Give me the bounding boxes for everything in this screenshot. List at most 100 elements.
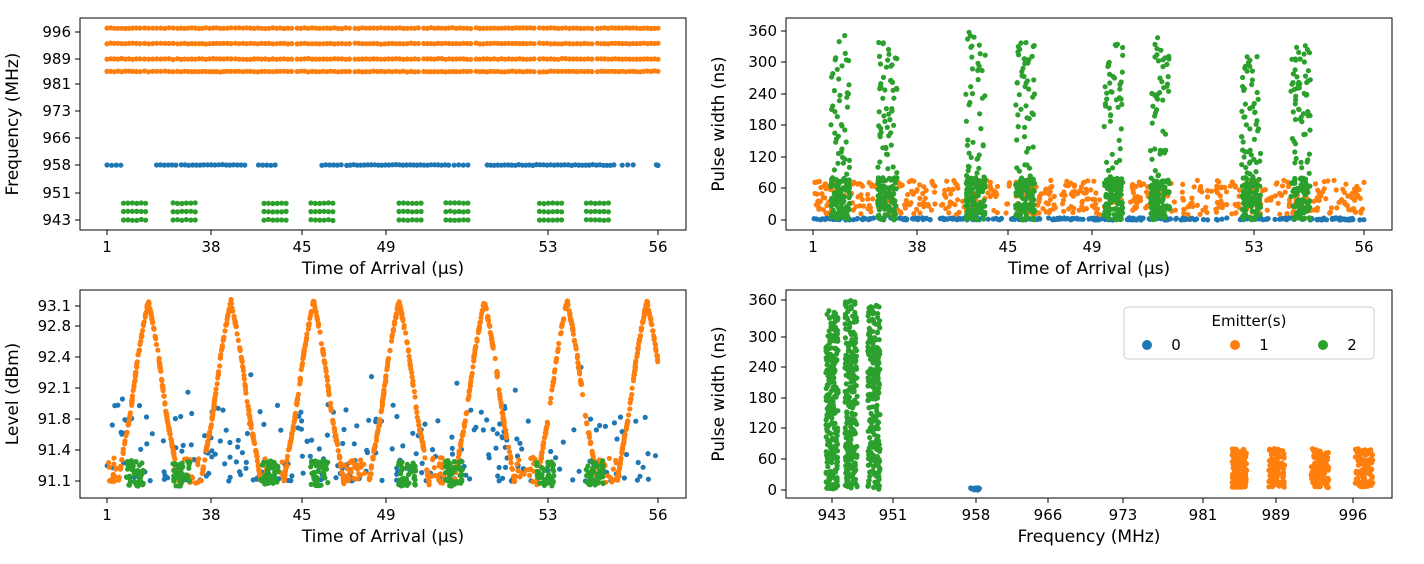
scatter-point: [967, 99, 973, 106]
scatter-point: [1247, 63, 1253, 69]
scatter-point: [592, 200, 598, 206]
scatter-point: [307, 315, 313, 321]
scatter-point: [1163, 147, 1169, 153]
scatter-point: [226, 309, 232, 315]
scatter-point: [835, 150, 842, 157]
scatter-point: [1288, 193, 1294, 200]
scatter-point: [554, 208, 560, 215]
scatter-point: [367, 25, 373, 31]
scatter-point: [179, 208, 185, 214]
scatter-point: [1286, 215, 1292, 221]
scatter-point: [460, 209, 467, 215]
x-axis-label: Frequency (MHz): [1018, 527, 1161, 547]
scatter-point: [963, 91, 969, 97]
scatter-point: [965, 137, 971, 143]
scatter-point: [481, 302, 487, 308]
scatter-point: [652, 453, 659, 459]
scatter-point: [274, 41, 280, 47]
scatter-point: [129, 217, 135, 223]
scatter-point: [1108, 188, 1114, 194]
scatter-point: [556, 340, 562, 347]
scatter-point: [880, 95, 886, 101]
scatter-point: [645, 451, 651, 457]
scatter-point: [880, 196, 886, 203]
y-tick-label: 93.1: [38, 297, 71, 315]
scatter-point: [467, 387, 473, 393]
scatter-point: [285, 41, 291, 47]
scatter-point: [1071, 205, 1077, 211]
scatter-point: [109, 422, 115, 428]
scatter-point: [1353, 191, 1359, 198]
scatter-point: [889, 62, 895, 68]
scatter-point: [247, 40, 253, 47]
scatter-point: [335, 69, 341, 75]
scatter-point: [1289, 180, 1295, 186]
scatter-point: [154, 40, 160, 46]
x-tick-label: 981: [1189, 506, 1218, 524]
series-emitter-2: [828, 29, 1313, 223]
scatter-point: [1292, 101, 1298, 107]
scatter-point: [415, 25, 421, 31]
scatter-point: [119, 396, 125, 402]
scatter-point: [460, 217, 467, 223]
scatter-point: [545, 217, 552, 223]
scatter-point: [1323, 196, 1329, 202]
scatter-point: [1017, 212, 1023, 218]
scatter-point: [982, 52, 988, 58]
x-tick-label: 996: [1339, 506, 1368, 524]
x-axis-label: Time of Arrival (µs): [1007, 259, 1170, 279]
scatter-point: [146, 69, 152, 75]
scatter-point: [1084, 196, 1090, 202]
scatter-point: [586, 430, 592, 436]
scatter-point: [1251, 156, 1257, 162]
scatter-point: [484, 417, 490, 423]
scatter-point: [316, 446, 322, 452]
y-tick-label: 120: [748, 148, 777, 166]
scatter-point: [623, 451, 630, 458]
scatter-point: [261, 459, 267, 465]
scatter-point: [262, 68, 268, 74]
scatter-point: [162, 401, 168, 407]
scatter-point: [964, 142, 971, 148]
scatter-point: [220, 407, 226, 413]
scatter-point: [159, 378, 165, 384]
scatter-point: [592, 463, 598, 469]
scatter-point: [111, 25, 117, 31]
scatter-point: [811, 216, 817, 222]
scatter-point: [363, 41, 369, 47]
scatter-point: [456, 465, 462, 471]
scatter-point: [1009, 216, 1015, 222]
scatter-point: [1238, 475, 1244, 481]
scatter-point: [878, 215, 884, 221]
scatter-point: [1205, 217, 1211, 223]
scatter-point: [304, 331, 310, 337]
x-tick-label: 966: [1034, 506, 1063, 524]
scatter-point: [193, 480, 199, 486]
scatter-point: [301, 347, 307, 354]
scatter-point: [262, 40, 268, 47]
scatter-point: [976, 63, 982, 69]
scatter-point: [404, 25, 410, 31]
scatter-point: [914, 206, 920, 212]
scatter-point: [190, 162, 196, 168]
scatter-point: [382, 25, 388, 31]
scatter-point: [235, 337, 241, 343]
scatter-point: [135, 352, 141, 358]
scatter-point: [226, 478, 232, 484]
scatter-point: [1306, 151, 1312, 157]
scatter-point: [1014, 80, 1020, 86]
scatter-point: [127, 464, 133, 470]
scatter-point: [1292, 56, 1298, 62]
scatter-point: [160, 438, 166, 444]
scatter-point: [368, 374, 375, 380]
scatter-point: [253, 449, 259, 455]
scatter-point: [188, 200, 194, 206]
scatter-point: [412, 481, 418, 488]
scatter-point: [884, 124, 890, 130]
scatter-point: [274, 402, 281, 408]
scatter-point: [136, 348, 142, 354]
scatter-point: [285, 477, 291, 484]
scatter-point: [146, 25, 152, 31]
scatter-point: [1077, 216, 1083, 222]
scatter-point: [842, 33, 848, 39]
